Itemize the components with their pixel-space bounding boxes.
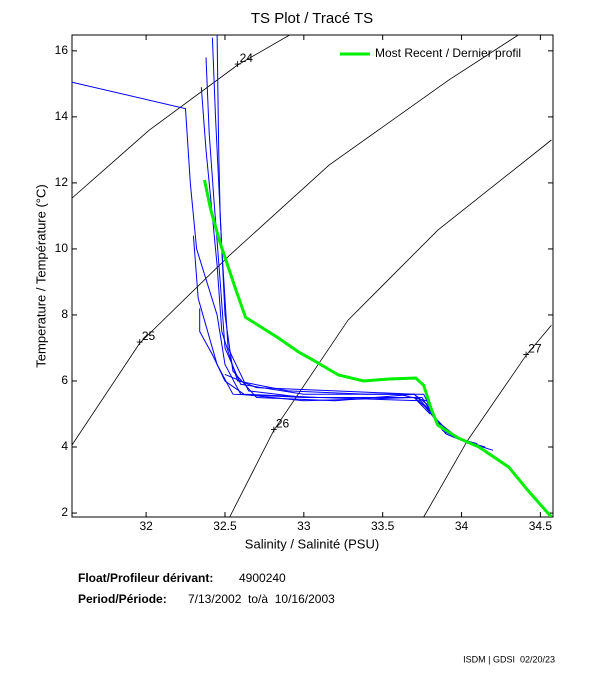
float-id: 4900240 [239,571,286,585]
float-label: Float/Profileur dérivant: [78,571,213,585]
contour-label: 25 [142,329,156,343]
density-contour [72,35,519,446]
y-tick-label: 2 [61,505,68,519]
x-axis-label: Salinity / Salinité (PSU) [245,536,379,551]
y-tick-label: 14 [55,109,69,123]
x-tick-label: 32 [139,519,153,533]
y-tick-label: 12 [55,175,69,189]
profile [200,87,478,445]
y-tick-label: 4 [61,439,68,453]
y-tick-label: 10 [55,241,69,255]
x-tick-label: 33 [297,519,311,533]
x-tick-label: 34.5 [529,519,553,533]
profile [224,373,440,428]
credit: ISDM | GDSI 02/20/23 [463,654,555,664]
x-tick-label: 33.5 [371,519,395,533]
contour-marker: + [523,347,530,361]
contour-marker: + [270,422,277,436]
contour-marker: + [136,335,143,349]
legend-label: Most Recent / Dernier profil [375,46,521,60]
y-axis-label: Temperature / Température (°C) [33,184,48,367]
y-tick-label: 6 [61,373,68,387]
contour-label: 24 [240,51,254,65]
period: 7/13/2002 to/à 10/16/2003 [188,592,335,606]
period-label: Period/Période: [78,592,167,606]
plot-area [71,34,554,518]
contour-label: 27 [528,341,542,355]
profile [192,235,447,435]
density-contour [72,35,290,199]
density-contour [423,324,552,517]
profile [72,81,431,415]
contour-label: 26 [276,416,290,430]
contour-marker: + [234,57,241,71]
recent-profile [203,179,553,517]
density-contour [229,139,552,517]
x-tick-label: 32.5 [213,519,237,533]
chart-title: TS Plot / Tracé TS [251,10,373,27]
x-tick-label: 34 [455,519,469,533]
y-tick-label: 8 [61,307,68,321]
y-tick-label: 16 [55,43,69,57]
